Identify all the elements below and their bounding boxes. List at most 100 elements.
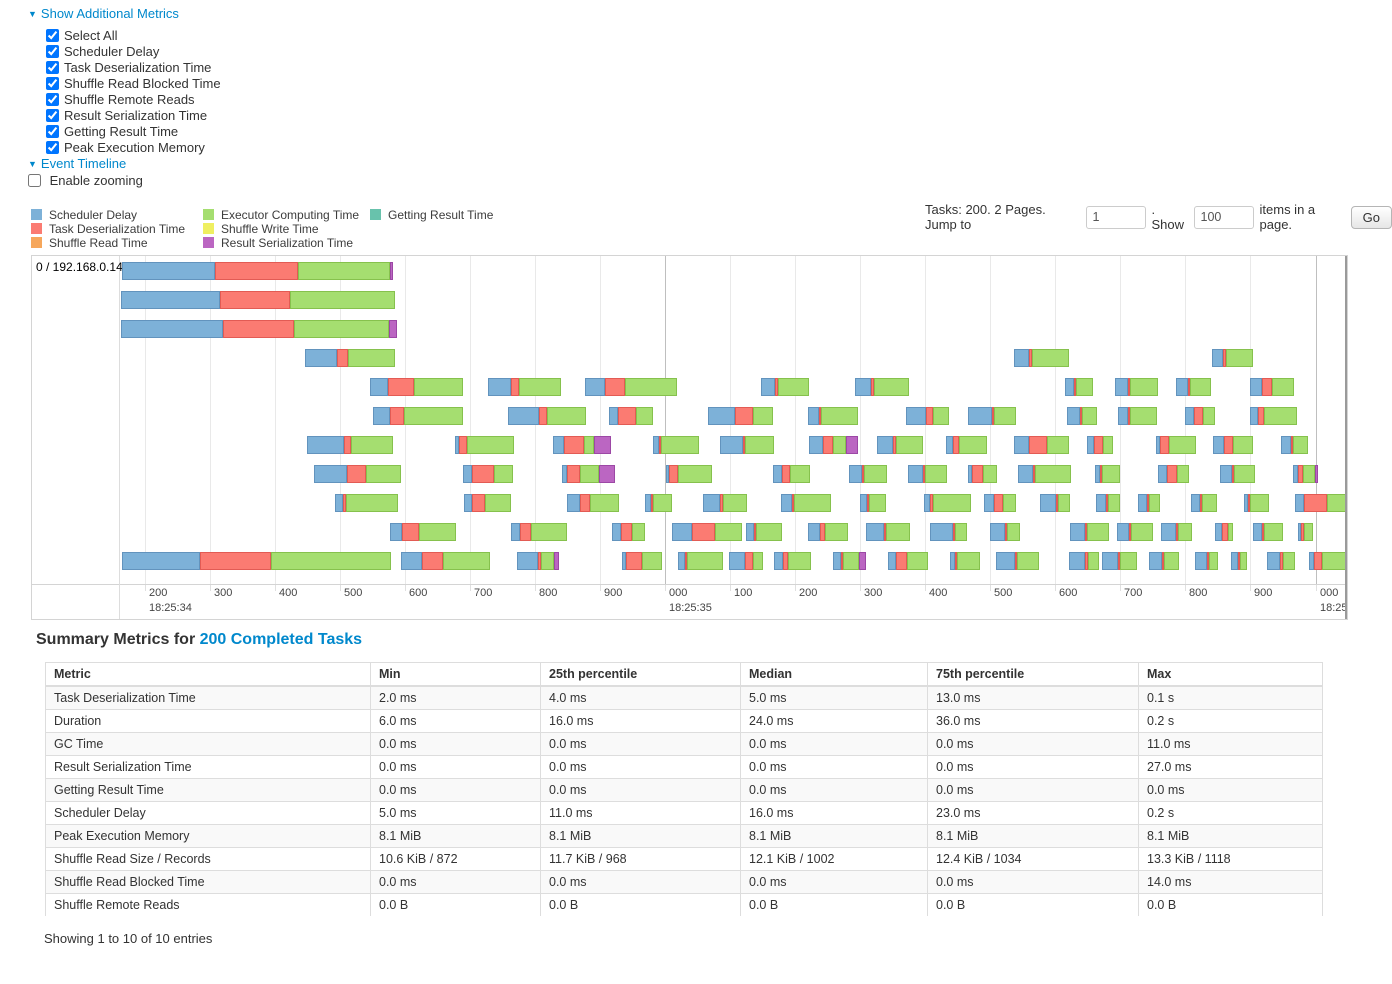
task-bar-segment-td bbox=[1005, 523, 1007, 541]
task-bar-segment-td bbox=[390, 407, 404, 425]
task-bar-segment-sd bbox=[1244, 494, 1248, 512]
axis-tick-label: 700 bbox=[474, 587, 493, 599]
task-bar-segment-td bbox=[1238, 552, 1240, 570]
task-bar-segment-ec bbox=[1283, 552, 1295, 570]
task-bar-segment-sd bbox=[1267, 552, 1280, 570]
task-bar-segment-sd bbox=[1117, 523, 1129, 541]
grid-line bbox=[340, 256, 341, 584]
task-bar-segment-ec bbox=[753, 407, 773, 425]
task-bar bbox=[1156, 436, 1196, 454]
task-bar bbox=[373, 407, 463, 425]
task-bar-segment-td bbox=[1262, 378, 1272, 396]
table-header-cell: Min bbox=[370, 662, 541, 687]
task-bar bbox=[1293, 465, 1318, 483]
metric-checkbox-6[interactable] bbox=[46, 125, 59, 138]
metric-checkbox-item: Shuffle Read Blocked Time bbox=[46, 76, 224, 92]
task-bar-segment-td bbox=[1223, 349, 1226, 367]
table-row: Shuffle Read Blocked Time 0.0 ms 0.0 ms 0.0… bbox=[45, 870, 1323, 894]
metric-checkbox-2[interactable] bbox=[46, 61, 59, 74]
task-bar-segment-td bbox=[720, 494, 723, 512]
axis-tick-label: 500 bbox=[994, 587, 1013, 599]
task-bar-segment-sd bbox=[860, 494, 867, 512]
task-bar-segment-ec bbox=[348, 349, 395, 367]
go-button[interactable]: Go bbox=[1350, 205, 1392, 229]
table-cell: 0.0 ms bbox=[540, 755, 741, 779]
grid-line bbox=[600, 256, 601, 584]
task-bar-segment-sd bbox=[774, 552, 783, 570]
items-per-page-input[interactable] bbox=[1193, 205, 1254, 229]
task-bar bbox=[833, 552, 866, 570]
task-bar-segment-ec bbox=[1272, 378, 1294, 396]
table-cell: 0.0 ms bbox=[927, 870, 1139, 894]
task-bar-segment-sd bbox=[703, 494, 720, 512]
task-bar-segment-td bbox=[337, 349, 348, 367]
metric-checkbox-5[interactable] bbox=[46, 109, 59, 122]
task-bar-segment-sd bbox=[1212, 349, 1223, 367]
task-bar-segment-td bbox=[564, 436, 584, 454]
task-bar bbox=[314, 465, 401, 483]
task-bar bbox=[1195, 552, 1218, 570]
task-bar-segment-ec bbox=[788, 552, 811, 570]
table-cell: Task Deserialization Time bbox=[45, 685, 371, 710]
task-bar bbox=[866, 523, 910, 541]
task-bar-segment-ec bbox=[723, 494, 747, 512]
task-bar-segment-ec bbox=[653, 494, 672, 512]
event-timeline-toggle[interactable]: ▼ Event Timeline bbox=[28, 156, 258, 172]
show-additional-metrics-toggle[interactable]: ▼ Show Additional Metrics bbox=[28, 6, 258, 22]
completed-tasks-link[interactable]: 200 Completed Tasks bbox=[199, 631, 363, 648]
jump-to-page-input[interactable] bbox=[1085, 205, 1146, 229]
task-bar bbox=[877, 436, 923, 454]
task-bar-segment-ec bbox=[1007, 523, 1020, 541]
axis-tick bbox=[535, 585, 536, 591]
task-bar-segment-ec bbox=[547, 407, 586, 425]
metric-checkbox-1[interactable] bbox=[46, 45, 59, 58]
task-bar-segment-td bbox=[580, 494, 590, 512]
task-bar bbox=[1070, 523, 1109, 541]
table-cell: 0.0 ms bbox=[540, 778, 741, 802]
task-bar-segment-td bbox=[1258, 407, 1264, 425]
metric-checkbox-3[interactable] bbox=[46, 77, 59, 90]
task-bar-segment-ec bbox=[1032, 349, 1069, 367]
enable-zooming-checkbox[interactable] bbox=[28, 174, 41, 187]
metric-checkbox-0[interactable] bbox=[46, 29, 59, 42]
task-bar-segment-ec bbox=[1120, 552, 1137, 570]
task-bar bbox=[464, 494, 511, 512]
task-bar bbox=[645, 494, 672, 512]
task-bar-segment-td bbox=[871, 378, 874, 396]
task-bar-segment-ec bbox=[1240, 552, 1247, 570]
task-bar bbox=[1087, 436, 1113, 454]
timeline-legend: Scheduler Delay Task Deserialization Time… bbox=[31, 209, 531, 253]
metric-checkbox-7[interactable] bbox=[46, 141, 59, 154]
task-bar bbox=[809, 436, 858, 454]
task-bar bbox=[612, 523, 645, 541]
table-header-cell: 75th percentile bbox=[927, 662, 1139, 687]
task-bar-segment-sd bbox=[645, 494, 651, 512]
task-bar-segment-ec bbox=[1177, 465, 1189, 483]
task-bar-segment-td bbox=[823, 436, 833, 454]
task-bar-segment-ec bbox=[1322, 552, 1347, 570]
task-bar bbox=[488, 378, 561, 396]
task-bar-segment-td bbox=[1128, 378, 1130, 396]
table-cell: 0.0 ms bbox=[540, 870, 741, 894]
axis-tick bbox=[990, 585, 991, 591]
task-bar bbox=[729, 552, 763, 570]
task-bar-segment-rs bbox=[599, 465, 615, 483]
task-bar-segment-sd bbox=[1014, 349, 1029, 367]
task-bar-segment-sd bbox=[833, 552, 841, 570]
task-bar-segment-td bbox=[926, 407, 933, 425]
task-bar-segment-td bbox=[459, 436, 467, 454]
legend-item: Task Deserialization Time bbox=[31, 223, 185, 237]
axis-tick-label: 900 bbox=[1254, 587, 1273, 599]
task-bar bbox=[1115, 378, 1158, 396]
timeline-right-edge-bar bbox=[1345, 256, 1347, 619]
metric-checkbox-4[interactable] bbox=[46, 93, 59, 106]
task-bar bbox=[122, 262, 393, 280]
task-bar-segment-ec bbox=[414, 378, 463, 396]
task-bar bbox=[567, 494, 619, 512]
task-bar-segment-sd bbox=[1102, 552, 1118, 570]
task-bar-segment-td bbox=[743, 436, 745, 454]
task-bar-segment-td bbox=[1056, 494, 1058, 512]
table-cell: 0.1 s bbox=[1138, 685, 1323, 710]
task-bar-segment-ec bbox=[925, 465, 947, 483]
task-bar bbox=[1212, 349, 1253, 367]
